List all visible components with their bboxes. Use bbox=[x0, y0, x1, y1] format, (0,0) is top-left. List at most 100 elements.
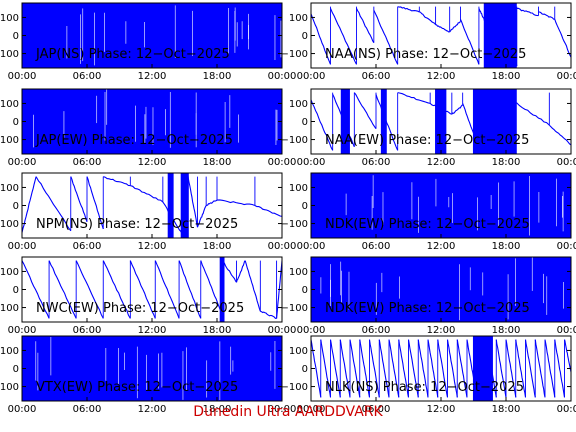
chart-panel: 100 0 −100 00:00 06:00 12:00 18:00 00:00 JAP(NS)… bbox=[0, 2, 296, 82]
trace-line bbox=[476, 339, 488, 398]
y-tick-label: 100 bbox=[0, 267, 19, 278]
trace-line bbox=[449, 20, 461, 33]
x-tick-label: 06:00 bbox=[73, 325, 102, 336]
x-tick-label: 00:00 bbox=[268, 325, 297, 336]
chart-title: NDK(EW) Phase: 12−Oct−2025 bbox=[325, 217, 530, 232]
trace-line bbox=[70, 176, 88, 222]
y-tick-label: 100 bbox=[289, 99, 308, 110]
plot-area bbox=[311, 257, 571, 322]
trace-line bbox=[181, 176, 189, 237]
trace-line bbox=[478, 8, 488, 25]
trace-line bbox=[466, 339, 478, 398]
trace-line bbox=[244, 260, 261, 312]
x-tick-label: 12:00 bbox=[138, 241, 167, 252]
trace-line bbox=[254, 205, 282, 217]
x-tick-label: 06:00 bbox=[362, 241, 391, 252]
trace-line bbox=[446, 339, 458, 398]
chart-panel: 100 0 −100 00:00 06:00 12:00 18:00 00:00 NDK(EW)… bbox=[281, 172, 576, 252]
x-tick-label: 00:00 bbox=[8, 71, 37, 82]
trace-line bbox=[86, 176, 104, 230]
trace-line bbox=[178, 260, 202, 319]
y-tick-label: 0 bbox=[13, 201, 19, 212]
trace-line bbox=[260, 310, 277, 319]
chart-title: NAA(EW) Phase: 12−Oct−2025 bbox=[325, 133, 529, 148]
trace-line bbox=[356, 8, 375, 43]
trace-line bbox=[492, 4, 503, 67]
trace-line bbox=[548, 124, 571, 146]
y-tick-label: 0 bbox=[13, 31, 19, 42]
trace-line bbox=[563, 339, 571, 373]
y-tick-label: 100 bbox=[289, 346, 308, 357]
x-tick-label: 06:00 bbox=[73, 404, 102, 415]
trace-line bbox=[359, 339, 371, 398]
trace-line bbox=[397, 92, 431, 104]
y-tick-label: −100 bbox=[281, 219, 308, 230]
trace-line bbox=[398, 339, 410, 398]
x-tick-label: 00:00 bbox=[268, 157, 297, 168]
trace-line bbox=[200, 260, 223, 316]
x-tick-label: 18:00 bbox=[492, 325, 521, 336]
chart-panel: 100 0 −100 00:00 06:00 12:00 18:00 00:00 NPM(NS)… bbox=[0, 172, 297, 252]
x-tick-label: 18:00 bbox=[492, 404, 521, 415]
y-tick-label: −100 bbox=[281, 135, 308, 146]
trace-fill bbox=[22, 336, 282, 401]
plot-area bbox=[311, 3, 571, 68]
y-tick-label: 100 bbox=[289, 267, 308, 278]
trace-line bbox=[515, 339, 527, 398]
chart-title: NWC(EW) Phase: 12−Oct−2025 bbox=[36, 301, 244, 316]
plot-area bbox=[22, 3, 282, 68]
y-tick-label: 0 bbox=[13, 285, 19, 296]
y-tick-label: 100 bbox=[0, 13, 19, 24]
x-tick-label: 18:00 bbox=[492, 157, 521, 168]
x-tick-label: 00:00 bbox=[297, 404, 326, 415]
y-tick-label: 100 bbox=[289, 13, 308, 24]
x-tick-label: 00:00 bbox=[557, 404, 576, 415]
x-tick-label: 18:00 bbox=[203, 325, 232, 336]
trace-line bbox=[216, 199, 256, 207]
trace-line bbox=[435, 24, 450, 33]
x-tick-label: 18:00 bbox=[203, 157, 232, 168]
trace-line bbox=[524, 339, 536, 398]
trace-line bbox=[417, 339, 429, 398]
x-tick-label: 00:00 bbox=[8, 157, 37, 168]
trace-line bbox=[332, 94, 355, 148]
x-tick-label: 12:00 bbox=[138, 404, 167, 415]
x-tick-label: 00:00 bbox=[268, 404, 297, 415]
trace-line bbox=[451, 104, 463, 115]
chart-panel: 100 0 −100 00:00 06:00 12:00 18:00 00:00 JAP(EW)… bbox=[0, 88, 297, 168]
x-tick-label: 06:00 bbox=[362, 404, 391, 415]
y-tick-label: −100 bbox=[281, 49, 308, 60]
x-tick-label: 06:00 bbox=[362, 71, 391, 82]
trace-line bbox=[554, 19, 571, 58]
x-tick-label: 00:00 bbox=[8, 241, 37, 252]
y-tick-label: 100 bbox=[0, 346, 19, 357]
trace-line bbox=[429, 102, 453, 115]
x-tick-label: 00:00 bbox=[268, 241, 297, 252]
chart-title: NAA(NS) Phase: 12−Oct−2025 bbox=[325, 47, 526, 62]
y-tick-label: −100 bbox=[0, 49, 19, 60]
trace-line bbox=[311, 99, 334, 151]
x-tick-label: 12:00 bbox=[427, 404, 456, 415]
y-tick-label: −100 bbox=[0, 303, 19, 314]
y-tick-label: 0 bbox=[302, 31, 308, 42]
trace-line bbox=[311, 13, 332, 65]
x-tick-label: 00:00 bbox=[557, 241, 576, 252]
trace-line bbox=[320, 339, 332, 398]
footer-label: Dunedin Ultra AARDDVARK bbox=[193, 404, 383, 420]
trace-line bbox=[311, 339, 322, 398]
x-tick-label: 18:00 bbox=[492, 71, 521, 82]
y-tick-label: 0 bbox=[302, 201, 308, 212]
x-tick-label: 12:00 bbox=[427, 157, 456, 168]
x-tick-label: 06:00 bbox=[73, 71, 102, 82]
y-tick-label: 0 bbox=[302, 364, 308, 375]
x-tick-label: 06:00 bbox=[362, 157, 391, 168]
trace-line bbox=[478, 92, 512, 151]
plot-area bbox=[311, 336, 571, 401]
x-tick-label: 00:00 bbox=[297, 241, 326, 252]
trace-line bbox=[538, 11, 555, 20]
trace-line bbox=[419, 11, 437, 26]
trace-line bbox=[375, 94, 399, 151]
x-tick-label: 12:00 bbox=[427, 241, 456, 252]
x-tick-label: 06:00 bbox=[362, 325, 391, 336]
trace-line bbox=[22, 176, 37, 233]
